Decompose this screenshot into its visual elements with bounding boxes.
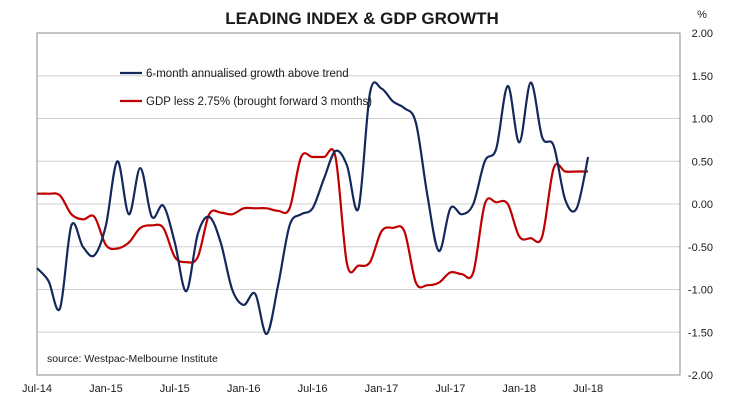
legend: 6-month annualised growth above trend GDP…	[120, 68, 372, 108]
x-tick-label: Jan-17	[365, 383, 399, 395]
x-tick-label: Jul-14	[22, 383, 52, 395]
y-tick-label: 1.50	[692, 71, 713, 83]
series-line-leading-index	[36, 81, 590, 336]
y-tick-label: -1.00	[688, 285, 713, 297]
x-tick-label: Jul-17	[435, 383, 465, 395]
y-tick-label: 0.50	[692, 156, 713, 168]
x-tick-label: Jan-16	[227, 383, 261, 395]
x-tick-label: Jan-15	[89, 383, 123, 395]
x-tick-label: Jul-18	[573, 383, 603, 395]
source-note: source: Westpac-Melbourne Institute	[47, 353, 218, 365]
x-axis-ticks: Jul-14 Jan-15 Jul-15 Jan-16 Jul-16 Jan-17 Jul-…	[22, 383, 603, 395]
y-axis-unit-label: %	[697, 9, 707, 21]
plot-area-border	[36, 32, 681, 376]
series-layer	[36, 81, 590, 336]
y-tick-label: 1.00	[692, 114, 713, 126]
legend-label: 6-month annualised growth above trend	[146, 68, 349, 80]
legend-label: GDP less 2.75% (brought forward 3 months…	[146, 96, 372, 108]
y-tick-label: 0.00	[692, 199, 713, 211]
y-tick-label: -0.50	[688, 242, 713, 254]
y-tick-label: -1.50	[688, 327, 713, 339]
y-tick-label: -2.00	[688, 370, 713, 382]
x-tick-label: Jul-15	[160, 383, 190, 395]
y-tick-label: 2.00	[692, 28, 713, 40]
x-tick-label: Jul-16	[298, 383, 328, 395]
chart-title: LEADING INDEX & GDP GROWTH	[225, 9, 499, 28]
series-line-gdp	[36, 148, 589, 289]
y-axis-ticks: 2.00 1.50 1.00 0.50 0.00 -0.50 -1.00 -1.50 -2.00	[688, 28, 713, 382]
gridlines	[37, 75, 680, 333]
x-tick-label: Jan-18	[502, 383, 536, 395]
